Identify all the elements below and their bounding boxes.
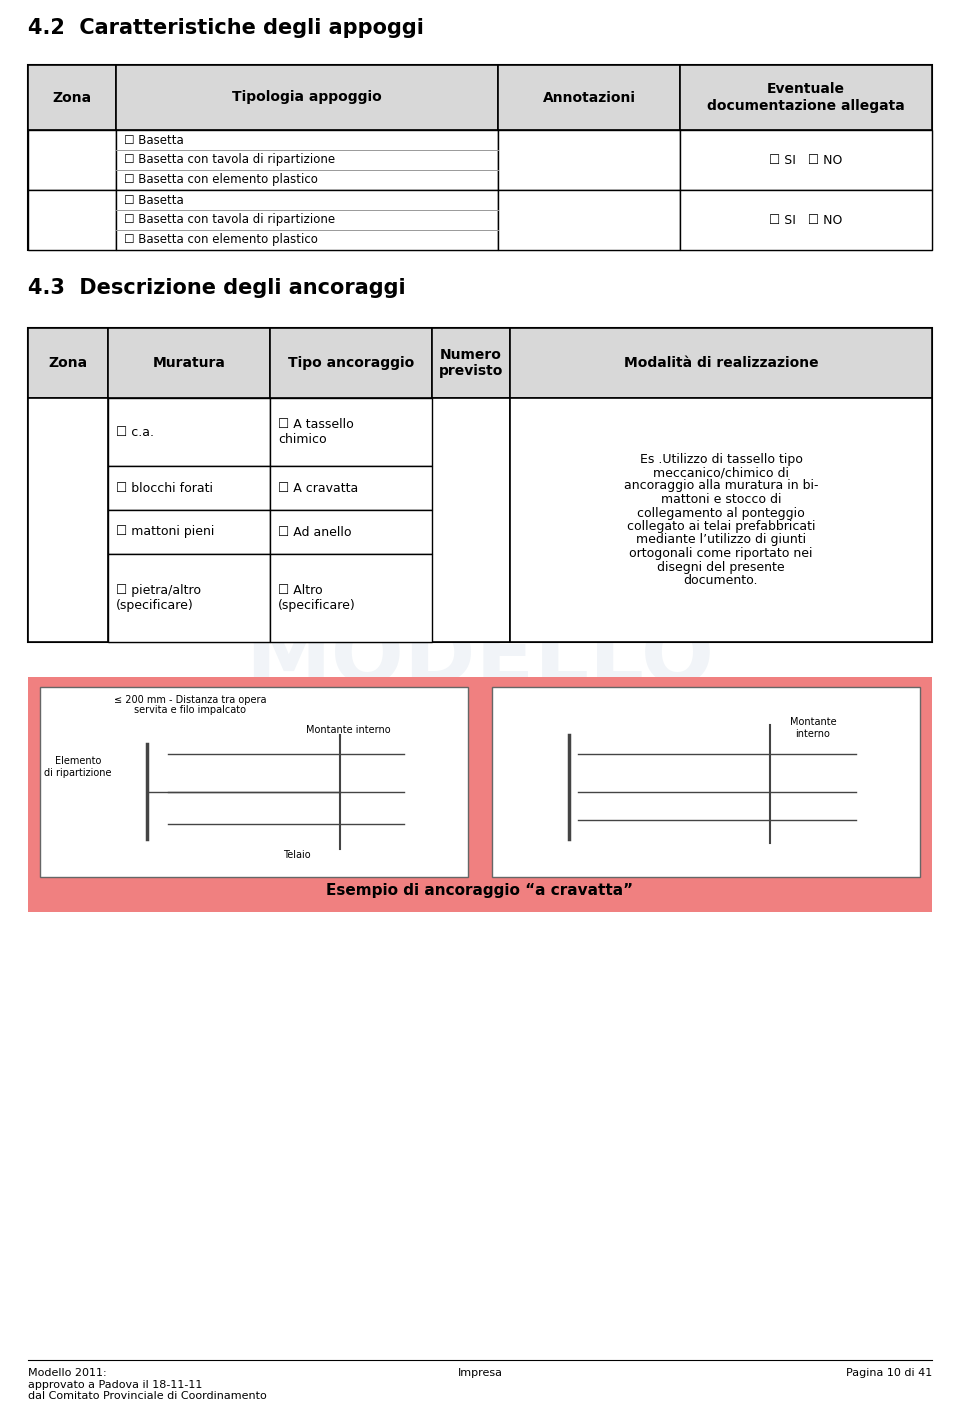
Text: ☐ A tassello
chimico: ☐ A tassello chimico (278, 418, 353, 446)
Text: Montante
interno: Montante interno (790, 717, 836, 738)
Bar (108, 328, 270, 398)
Text: Numero
previsto: Numero previsto (439, 347, 503, 378)
Bar (510, 328, 932, 398)
Bar (270, 554, 432, 643)
Bar (28, 328, 108, 398)
Text: ☐ Basetta con elemento plastico: ☐ Basetta con elemento plastico (124, 233, 318, 246)
Bar (116, 190, 498, 250)
Bar (680, 190, 932, 250)
Text: collegamento al ponteggio: collegamento al ponteggio (637, 506, 804, 519)
Bar (28, 129, 116, 190)
Bar (498, 129, 680, 190)
Text: Es .Utilizzo di tassello tipo: Es .Utilizzo di tassello tipo (639, 453, 803, 465)
Bar (108, 510, 270, 554)
Text: Tipologia appoggio: Tipologia appoggio (232, 90, 382, 104)
Bar (28, 678, 932, 912)
Bar (28, 65, 116, 129)
Text: Esempio di ancoraggio “a cravatta”: Esempio di ancoraggio “a cravatta” (326, 883, 634, 897)
Bar (28, 398, 108, 643)
Bar (510, 398, 932, 643)
Text: ☐ Ad anello: ☐ Ad anello (278, 526, 351, 538)
Bar (492, 688, 920, 877)
Text: ☐ mattoni pieni: ☐ mattoni pieni (116, 526, 214, 538)
Text: ☐ c.a.: ☐ c.a. (116, 426, 154, 439)
Text: ☐ Basetta con elemento plastico: ☐ Basetta con elemento plastico (124, 173, 318, 187)
Text: Modello 2011:
approvato a Padova il 18-11-11
dal Comitato Provinciale di Coordin: Modello 2011: approvato a Padova il 18-1… (28, 1368, 267, 1402)
Bar (680, 129, 932, 190)
Bar (498, 190, 680, 250)
Bar (28, 190, 116, 250)
Text: ☐ Basetta: ☐ Basetta (124, 134, 183, 146)
Text: mattoni e stocco di: mattoni e stocco di (660, 494, 781, 506)
Text: PRIMUS: PRIMUS (341, 689, 720, 772)
Bar (40, 688, 468, 877)
Text: collegato ai telai prefabbricati: collegato ai telai prefabbricati (627, 520, 815, 533)
Text: mediante l’utilizzo di giunti: mediante l’utilizzo di giunti (636, 533, 806, 547)
Text: ☐ Basetta: ☐ Basetta (124, 194, 183, 207)
Bar (116, 65, 498, 129)
Bar (108, 398, 270, 465)
Text: documento.: documento. (684, 574, 758, 586)
Text: ≤ 200 mm - Distanza tra opera: ≤ 200 mm - Distanza tra opera (113, 695, 266, 704)
Text: meccanico/chimico di: meccanico/chimico di (653, 465, 789, 479)
Bar (28, 328, 932, 643)
Text: Telaio: Telaio (283, 851, 311, 860)
Text: ancoraggio alla muratura in bi-: ancoraggio alla muratura in bi- (624, 479, 818, 492)
Text: Tipo ancoraggio: Tipo ancoraggio (288, 356, 414, 370)
Bar (108, 554, 270, 643)
Text: Montante interno: Montante interno (306, 725, 391, 735)
Text: 4.2  Caratteristiche degli appoggi: 4.2 Caratteristiche degli appoggi (28, 18, 424, 38)
Bar (270, 328, 432, 398)
Bar (108, 465, 270, 510)
Text: Modalità di realizzazione: Modalità di realizzazione (624, 356, 818, 370)
Bar (270, 398, 432, 465)
Text: Zona: Zona (53, 90, 91, 104)
Text: ☐ blocchi forati: ☐ blocchi forati (116, 481, 213, 495)
Text: Impresa: Impresa (458, 1368, 502, 1378)
Bar (498, 65, 680, 129)
Text: ☐ pietra/altro
(specificare): ☐ pietra/altro (specificare) (116, 583, 201, 612)
Text: ☐ A cravatta: ☐ A cravatta (278, 481, 358, 495)
Bar (28, 65, 932, 250)
Text: ☐ SI   ☐ NO: ☐ SI ☐ NO (769, 153, 843, 166)
Text: Zona: Zona (48, 356, 87, 370)
Bar (270, 510, 432, 554)
Text: Pagina 10 di 41: Pagina 10 di 41 (846, 1368, 932, 1378)
Text: ☐ SI   ☐ NO: ☐ SI ☐ NO (769, 214, 843, 226)
Text: servita e filo impalcato: servita e filo impalcato (133, 704, 246, 716)
Text: 4.3  Descrizione degli ancoraggi: 4.3 Descrizione degli ancoraggi (28, 278, 406, 298)
Text: ☐ Basetta con tavola di ripartizione: ☐ Basetta con tavola di ripartizione (124, 214, 335, 226)
Text: Elemento
di ripartizione: Elemento di ripartizione (44, 756, 111, 778)
Text: ortogonali come riportato nei: ortogonali come riportato nei (629, 547, 813, 560)
Text: Eventuale
documentazione allegata: Eventuale documentazione allegata (708, 83, 905, 112)
Bar (432, 328, 510, 398)
Bar (116, 129, 498, 190)
Text: Muratura: Muratura (153, 356, 226, 370)
Bar (432, 398, 510, 643)
Bar (680, 65, 932, 129)
Text: disegni del presente: disegni del presente (658, 561, 785, 574)
Bar (270, 465, 432, 510)
Text: Annotazioni: Annotazioni (542, 90, 636, 104)
Text: ☐ Basetta con tavola di ripartizione: ☐ Basetta con tavola di ripartizione (124, 153, 335, 166)
Text: MODELLO: MODELLO (246, 619, 714, 702)
Text: ☐ Altro
(specificare): ☐ Altro (specificare) (278, 583, 356, 612)
